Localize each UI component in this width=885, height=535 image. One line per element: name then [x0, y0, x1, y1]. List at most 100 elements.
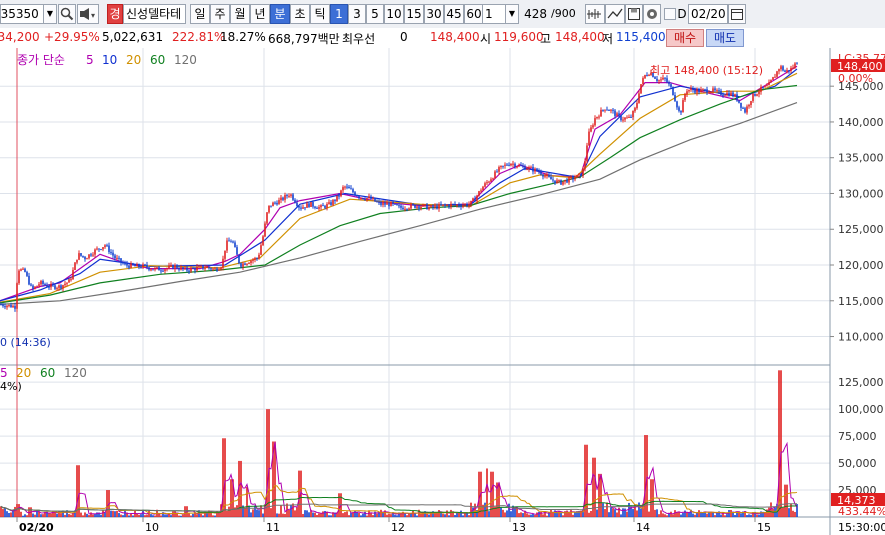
volume-bar — [280, 505, 282, 517]
candle-body — [200, 265, 202, 267]
candle-body — [752, 93, 754, 102]
period-month[interactable]: 월 — [230, 4, 250, 24]
candle-body — [292, 194, 294, 200]
interval-45[interactable]: 45 — [444, 4, 464, 24]
candle-body — [668, 82, 670, 85]
candle-body — [70, 279, 72, 281]
candle-body — [564, 179, 566, 182]
candle-body — [106, 245, 108, 247]
calendar-icon[interactable] — [728, 4, 746, 24]
volume-bar — [694, 514, 696, 517]
time-tick-label: 10 — [145, 521, 159, 534]
volume-bar — [526, 513, 528, 517]
period-week[interactable]: 주 — [210, 4, 230, 24]
interval-3[interactable]: 3 — [348, 4, 366, 24]
candle-body — [698, 89, 700, 93]
candle-body — [372, 198, 374, 200]
candle-body — [726, 92, 728, 96]
period-day[interactable]: 일 — [190, 4, 210, 24]
volume-bar — [378, 512, 380, 517]
volume-bar — [384, 510, 386, 517]
candle-body — [52, 284, 54, 286]
save-icon[interactable] — [625, 4, 643, 24]
volume-bar — [506, 510, 508, 517]
period-year[interactable]: 년 — [250, 4, 270, 24]
candle-body — [342, 187, 344, 191]
candle-body — [424, 204, 426, 206]
crosshair-icon[interactable] — [585, 4, 605, 24]
volume-bar — [166, 514, 168, 517]
candle-body — [324, 205, 326, 208]
volume-bar — [334, 512, 336, 517]
volume-bar — [72, 512, 74, 517]
volume-bar — [78, 465, 80, 517]
interval-1[interactable]: 1 — [330, 4, 348, 24]
speaker-icon[interactable]: ▾ — [77, 4, 99, 24]
interval-15[interactable]: 15 — [404, 4, 424, 24]
volume-bar — [346, 511, 348, 517]
volume-bar — [452, 511, 454, 517]
high-price: 148,400 — [555, 30, 605, 44]
volume-bar — [226, 510, 228, 517]
volume-bar — [254, 505, 256, 517]
candle-body — [574, 177, 576, 180]
volume-bar — [740, 513, 742, 517]
volume-bar — [696, 513, 698, 517]
trend-tool-icon[interactable] — [605, 4, 625, 24]
volume-bar — [224, 438, 226, 517]
volume-bar — [638, 502, 640, 517]
volume-bar — [428, 514, 430, 517]
n-value-input[interactable]: 1 — [482, 4, 506, 24]
volume-bar — [778, 370, 780, 517]
candle-body — [568, 177, 570, 183]
candle-body — [562, 181, 564, 185]
volume-bar — [388, 513, 390, 517]
volume-bar — [564, 511, 566, 517]
buy-button[interactable]: 매수 — [666, 29, 704, 47]
candle-body — [226, 240, 228, 251]
stock-chart[interactable]: 110,000 115,000 120,000 125,000 130,000 135,0… — [0, 48, 885, 535]
interval-5[interactable]: 5 — [366, 4, 384, 24]
candle-body — [710, 91, 712, 93]
interval-60[interactable]: 60 — [464, 4, 484, 24]
volume-bar — [168, 513, 170, 517]
candle-body — [694, 90, 696, 93]
volume-bar — [50, 513, 52, 517]
period-second[interactable]: 초 — [290, 4, 310, 24]
volume-bar — [210, 510, 212, 517]
candle-body — [358, 196, 360, 199]
volume-bar — [642, 503, 644, 517]
date-input[interactable]: 02/20 — [688, 4, 728, 24]
candle-body — [122, 262, 124, 264]
volume-bar — [436, 512, 438, 517]
volume-bar — [20, 511, 22, 517]
volume-bar — [212, 515, 214, 517]
volume-bar — [772, 508, 774, 517]
candle-body — [390, 202, 392, 207]
interval-10[interactable]: 10 — [384, 4, 404, 24]
candle-body — [692, 88, 694, 91]
search-icon[interactable] — [58, 4, 76, 24]
interval-30[interactable]: 30 — [424, 4, 444, 24]
candle-body — [386, 203, 388, 205]
period-tick[interactable]: 틱 — [310, 4, 330, 24]
n-value-dropdown[interactable]: ▼ — [505, 4, 519, 24]
stock-code-input[interactable]: 035350 — [0, 4, 44, 24]
volume-bar — [700, 511, 702, 517]
candle-body — [230, 241, 232, 243]
volume-bar — [306, 510, 308, 517]
gear-icon[interactable] — [643, 4, 661, 24]
period-minute[interactable]: 분 — [270, 4, 290, 24]
sell-button[interactable]: 매도 — [706, 29, 744, 47]
volume-bar — [504, 512, 506, 517]
candle-body — [258, 254, 260, 259]
volume-bar — [92, 514, 94, 517]
volume-bar — [88, 515, 90, 517]
stock-name-field[interactable]: 신성델타테 — [123, 4, 186, 24]
count-input[interactable]: 428 — [524, 7, 547, 21]
code-dropdown-button[interactable]: ▼ — [43, 4, 57, 24]
volume-bar — [264, 504, 266, 517]
date-checkbox[interactable] — [664, 8, 676, 20]
volume-bar — [604, 509, 606, 517]
volume-bar — [560, 512, 562, 517]
